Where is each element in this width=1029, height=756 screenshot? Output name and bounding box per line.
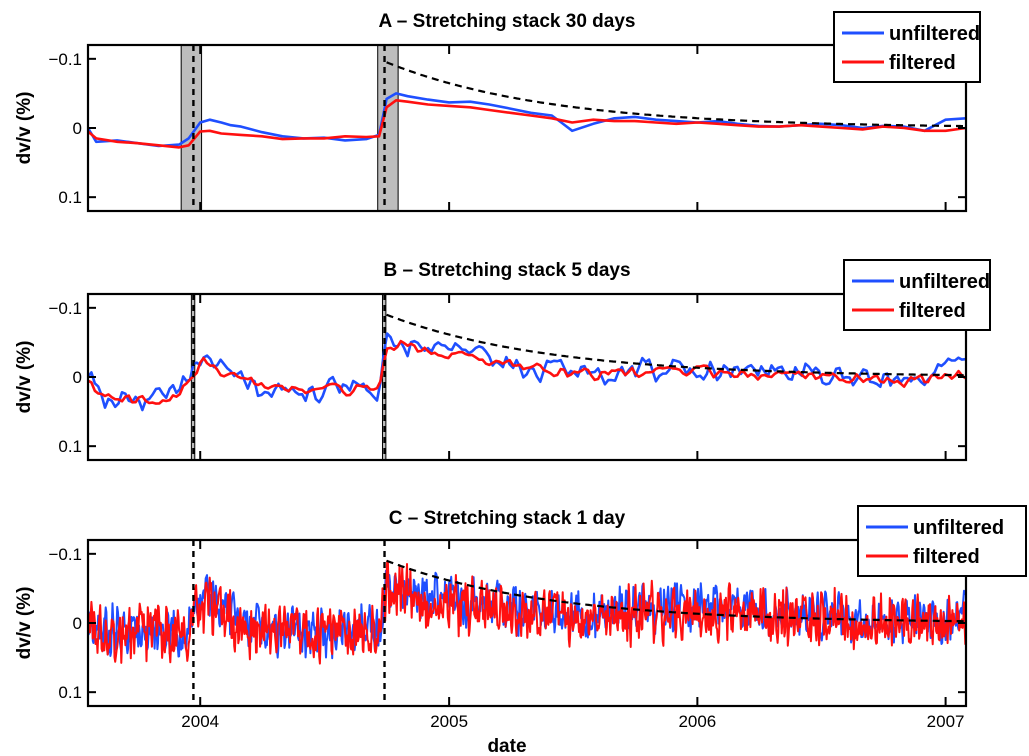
y-tick-label: 0 [73,614,82,633]
panel-a: A – Stretching stack 30 days dv/v (%) −0.1… [14,11,981,213]
chart-title: B – Stretching stack 5 days [383,260,630,281]
y-tick-label: −0.1 [48,50,82,69]
series-unfiltered [88,332,966,412]
series-filtered [88,339,966,405]
y-tick-label: 0.1 [58,683,82,702]
legend-label-filtered: filtered [913,546,980,568]
x-tick-label: 2004 [181,712,219,731]
event-shading-0 [180,45,203,211]
y-axis-label: dv/v (%) [14,341,35,414]
plot-area [88,294,966,460]
x-tick-label: 2005 [430,712,468,731]
y-tick-label: 0.1 [58,437,82,456]
x-tick-label: 2006 [678,712,716,731]
plot-area [88,45,966,211]
legend-label-unfiltered: unfiltered [913,517,1004,539]
x-tick-label: 2007 [927,712,965,731]
legend-box [843,259,991,331]
y-tick-label: 0 [73,119,82,138]
chart-title: A – Stretching stack 30 days [379,11,636,32]
y-tick-label: −0.1 [48,545,82,564]
panel-c: C – Stretching stack 1 day dv/v (%) −0.1 0 0… [14,505,1027,756]
series-filtered [88,560,966,665]
series-filtered [88,99,966,149]
y-axis-label: dv/v (%) [14,587,35,660]
y-tick-label: 0.1 [58,188,82,207]
y-axis-label: dv/v (%) [14,92,35,165]
legend-box [833,11,981,83]
panel-b: B – Stretching stack 5 days dv/v (%) −0.1 0… [14,259,991,462]
event-shading-1 [377,45,399,211]
legend-label-unfiltered: unfiltered [889,23,980,45]
legend-label-filtered: filtered [899,300,966,322]
legend-label-filtered: filtered [889,52,956,74]
legend: unfiltered filtered [843,259,991,331]
x-axis-label: date [487,736,526,756]
legend-box [857,505,1027,577]
y-tick-label: 0 [73,368,82,387]
fit-curve [386,313,966,377]
y-tick-label: −0.1 [48,299,82,318]
legend: unfiltered filtered [833,11,981,83]
fit-curve [386,559,966,623]
chart-title: C – Stretching stack 1 day [389,508,626,529]
legend-label-unfiltered: unfiltered [899,271,990,293]
fit-curve [386,61,966,128]
plot-area [88,540,966,706]
legend: unfiltered filtered [857,505,1027,577]
